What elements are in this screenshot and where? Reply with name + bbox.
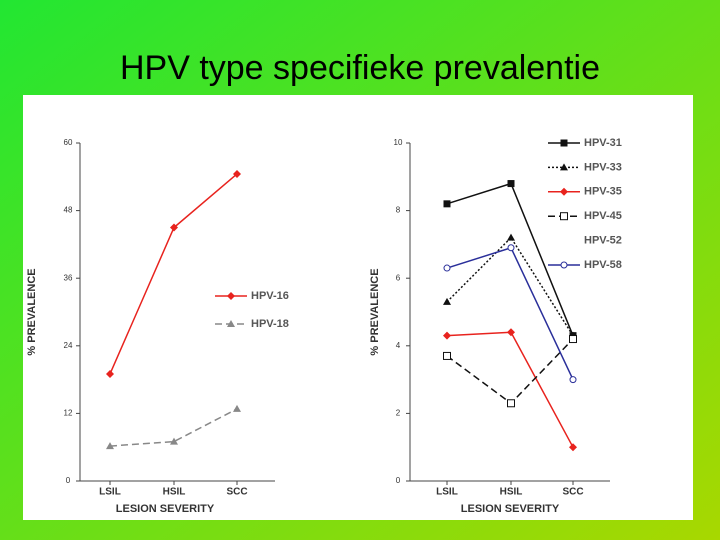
y-tick-label: 12 — [64, 409, 73, 418]
x-tick-label: LSIL — [99, 487, 121, 498]
y-axis-label: % PREVALENCE — [369, 268, 381, 355]
marker — [227, 292, 235, 300]
marker — [106, 369, 114, 378]
legend-label: HPV-35 — [584, 186, 622, 198]
marker — [106, 442, 114, 450]
series-line — [109, 408, 238, 447]
marker — [443, 264, 451, 272]
marker — [507, 399, 515, 408]
marker — [560, 187, 568, 196]
marker — [560, 163, 568, 171]
marker — [569, 376, 577, 384]
y-tick-label: 48 — [64, 206, 73, 215]
marker — [227, 320, 235, 327]
marker — [507, 244, 515, 252]
x-axis-label: LESION SEVERITY — [116, 503, 215, 515]
legend-label: HPV-16 — [251, 290, 289, 302]
legend-label: HPV-18 — [251, 318, 289, 330]
y-tick-label: 10 — [394, 138, 403, 147]
marker — [507, 328, 515, 337]
marker — [560, 261, 568, 269]
y-tick-label: 24 — [64, 341, 73, 350]
marker — [507, 233, 515, 241]
x-tick-label: HSIL — [163, 487, 186, 498]
legend-label: HPV-31 — [584, 137, 622, 149]
marker — [443, 297, 451, 305]
y-tick-label: 2 — [396, 409, 401, 418]
legend-label: HPV-45 — [584, 210, 622, 222]
marker — [170, 223, 178, 232]
y-axis-label: % PREVALENCE — [26, 268, 38, 355]
marker — [569, 335, 577, 344]
marker — [443, 200, 451, 208]
y-tick-label: 0 — [396, 476, 401, 485]
x-tick-label: SCC — [226, 487, 247, 498]
y-tick-label: 6 — [396, 273, 401, 282]
marker — [569, 443, 577, 452]
marker — [233, 169, 241, 178]
y-tick-label: 36 — [64, 273, 73, 282]
legend-label: HPV-33 — [584, 161, 622, 173]
y-tick-label: 60 — [64, 138, 73, 147]
marker — [560, 212, 568, 221]
y-tick-label: 8 — [396, 206, 401, 215]
legend-label: HPV-52 — [584, 235, 622, 247]
x-axis-label: LESION SEVERITY — [461, 503, 560, 515]
marker — [443, 351, 451, 360]
y-tick-label: 4 — [396, 341, 401, 350]
x-tick-label: SCC — [562, 487, 583, 498]
marker — [170, 437, 178, 445]
y-tick-label: 0 — [66, 476, 71, 485]
x-tick-label: HSIL — [500, 487, 523, 498]
marker — [233, 404, 241, 412]
marker — [560, 139, 568, 147]
panel — [23, 95, 693, 520]
marker — [443, 331, 451, 340]
legend-label: HPV-58 — [584, 259, 622, 271]
slide-title: HPV type specifieke prevalentie — [120, 49, 600, 87]
x-tick-label: LSIL — [436, 487, 458, 498]
marker — [507, 180, 515, 188]
